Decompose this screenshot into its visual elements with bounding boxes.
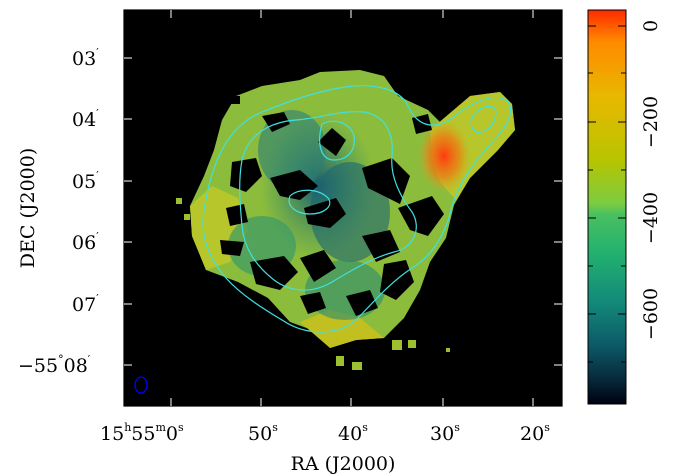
contour-mid xyxy=(239,111,417,291)
colorbar-ticks xyxy=(588,25,626,363)
inner-ticks xyxy=(124,10,562,406)
dec-tick-label: 07′ xyxy=(72,292,99,316)
dec-tick-label: 03′ xyxy=(72,46,99,70)
ra-tick-labels: 15h55m0s 50s 40s 30s 20s xyxy=(100,421,550,445)
plot-frame xyxy=(123,9,563,407)
colorbar-tick-label: 0 xyxy=(640,20,662,32)
contours xyxy=(202,85,511,333)
sky-image xyxy=(124,10,562,406)
dec-tick-label: 06′ xyxy=(72,230,99,254)
colorbar: 0 −200 −400 −600 xyxy=(587,9,662,405)
y-axis-title: DEC (J2000) xyxy=(17,148,39,268)
beam-ellipse xyxy=(134,376,148,394)
ra-tick-label: 50s xyxy=(248,421,278,445)
dec-tick-label: 04′ xyxy=(72,107,99,131)
ra-tick-label: 20s xyxy=(520,421,550,445)
colorbar-tick-label: −200 xyxy=(640,96,662,148)
ra-tick-label: 30s xyxy=(430,421,460,445)
contour-inner-1 xyxy=(319,120,355,161)
dec-tick-label: −55°08′ xyxy=(18,353,91,377)
colorbar-tick-labels: 0 −200 −400 −600 xyxy=(640,20,662,340)
dec-tick-labels: 03′ 04′ 05′ 06′ 07′ −55°08′ xyxy=(18,46,99,377)
x-axis-title: RA (J2000) xyxy=(291,453,396,475)
colorbar-tick-label: −400 xyxy=(640,192,662,244)
contour-inner-2 xyxy=(288,189,331,215)
contour-outer xyxy=(202,85,511,333)
contour-tail xyxy=(470,105,497,133)
dec-tick-label: 05′ xyxy=(72,169,99,193)
ra-tick-label: 15h55m0s xyxy=(100,421,184,445)
colorbar-strip xyxy=(587,9,627,405)
colorbar-tick-label: −600 xyxy=(640,288,662,340)
ra-tick-label: 40s xyxy=(338,421,368,445)
